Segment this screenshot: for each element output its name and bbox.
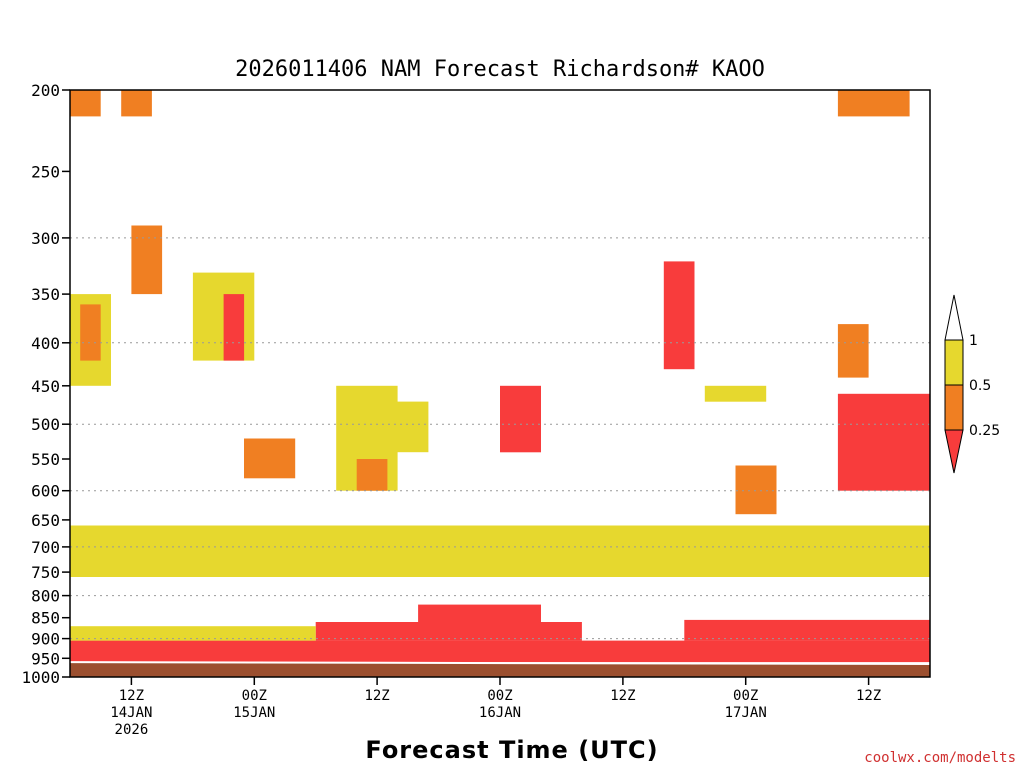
ri-cell-18 <box>663 261 695 370</box>
ri-cell-10 <box>131 225 163 295</box>
ri-cell-13 <box>244 438 296 479</box>
ri-cell-16 <box>387 401 429 453</box>
chart-title: 2026011406 NAM Forecast Richardson# KAOO <box>235 57 765 82</box>
x-tick-label-3-2: 16JAN <box>479 705 521 721</box>
x-tick-label-1-2: 15JAN <box>233 705 275 721</box>
y-axis-ticks: 200 250 300 350 400 450 500 550 600 650 700 750 800 8… <box>21 81 70 687</box>
ri-cell-4 <box>70 626 316 641</box>
y-tick-label-950: 950 <box>31 649 60 668</box>
credit-text: coolwx.com/modelts <box>864 750 1016 766</box>
y-tick-label-700: 700 <box>31 538 60 557</box>
ground-fill <box>70 662 930 677</box>
ri-cell-7 <box>837 90 910 117</box>
x-tick-label-3-1: 00Z <box>487 688 512 704</box>
y-tick-label-550: 550 <box>31 450 60 469</box>
y-tick-label-500: 500 <box>31 415 60 434</box>
ri-cell-15 <box>356 459 388 491</box>
legend-label-0: 1 <box>969 333 978 349</box>
y-tick-label-800: 800 <box>31 587 60 606</box>
x-tick-label-5-2: 17JAN <box>725 705 767 721</box>
ri-cell-5 <box>70 90 101 117</box>
ri-cell-20 <box>735 465 777 515</box>
x-tick-label-0-3: 2026 <box>115 722 149 738</box>
surface-line <box>69 661 931 665</box>
legend-bin-gt1 <box>944 294 964 341</box>
legend-label-2: 0.25 <box>969 423 1000 439</box>
x-axis-label: Forecast Time (UTC) <box>365 736 658 764</box>
legend-bin-0.25-0.5 <box>944 384 964 431</box>
x-tick-label-5-1: 00Z <box>733 688 758 704</box>
y-tick-label-750: 750 <box>31 563 60 582</box>
y-tick-label-650: 650 <box>31 511 60 530</box>
ri-cell-9 <box>80 304 101 361</box>
x-tick-label-6-1: 12Z <box>856 688 881 704</box>
y-tick-label-900: 900 <box>31 630 60 649</box>
y-tick-label-850: 850 <box>31 609 60 628</box>
x-tick-label-0-2: 14JAN <box>110 705 152 721</box>
ri-cell-17 <box>500 385 541 453</box>
y-tick-label-400: 400 <box>31 334 60 353</box>
x-tick-label-1-1: 00Z <box>242 688 267 704</box>
x-tick-label-0-1: 12Z <box>119 688 144 704</box>
ri-cell-0 <box>70 640 930 663</box>
ri-cell-19 <box>704 385 767 402</box>
legend: 1 0.5 0.25 <box>944 294 1000 474</box>
ri-cell-6 <box>121 90 152 117</box>
x-tick-label-4-1: 12Z <box>610 688 635 704</box>
plot-frame <box>69 89 931 678</box>
legend-bin-lt0.25 <box>944 429 964 474</box>
y-tick-label-350: 350 <box>31 285 60 304</box>
ri-cell-2 <box>418 604 541 622</box>
y-tick-label-600: 600 <box>31 482 60 501</box>
ri-cell-11 <box>192 272 255 361</box>
ri-cell-1 <box>315 622 582 641</box>
ri-cell-12 <box>223 294 245 361</box>
y-tick-label-250: 250 <box>31 162 60 181</box>
richardson-cells <box>70 90 930 663</box>
legend-bin-0.5-1 <box>944 339 964 386</box>
y-tick-label-200: 200 <box>31 81 60 100</box>
ri-cell-23 <box>70 525 930 577</box>
y-tick-label-1000: 1000 <box>21 668 60 687</box>
y-tick-label-300: 300 <box>31 229 60 248</box>
legend-label-1: 0.5 <box>969 378 991 394</box>
y-tick-label-450: 450 <box>31 377 60 396</box>
ground-layer <box>69 661 931 677</box>
ri-cell-3 <box>684 619 930 641</box>
ri-cell-22 <box>837 324 869 378</box>
ri-cell-21 <box>837 393 930 491</box>
x-tick-label-2-1: 12Z <box>364 688 389 704</box>
